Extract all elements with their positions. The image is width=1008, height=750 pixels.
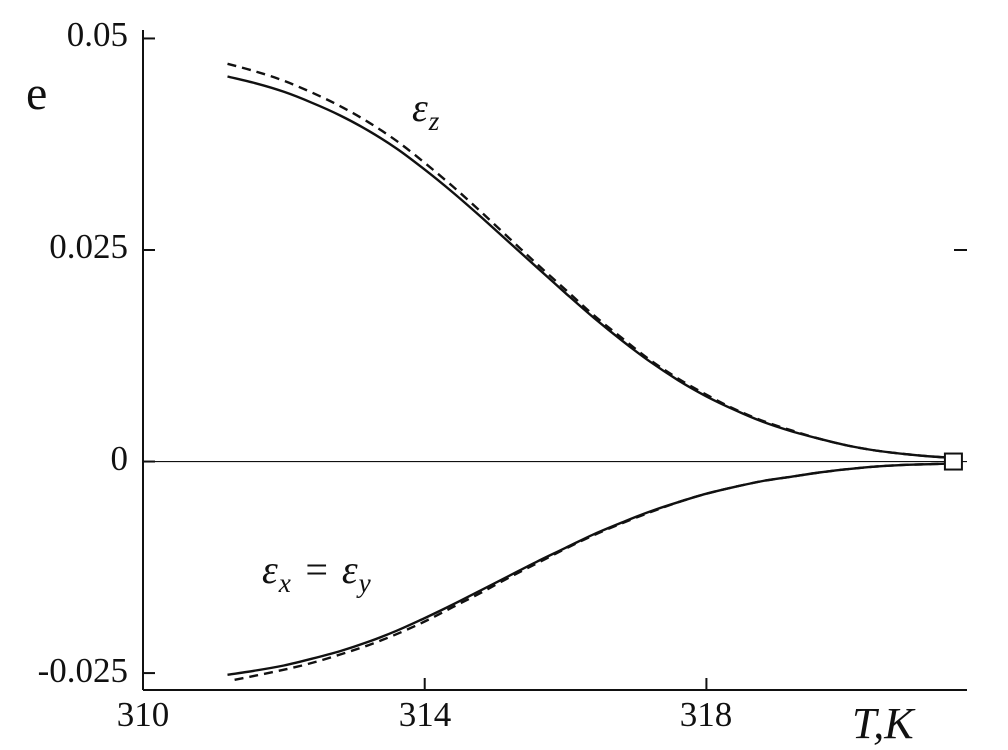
epsilon-x-symbol: ε <box>262 547 279 592</box>
label-epsilon-x-equals-epsilon-y: εx = εy <box>262 546 372 599</box>
epsilon-y-subscript: y <box>358 568 372 598</box>
curve-epsilon-z-dashed <box>227 62 961 460</box>
equals-sign: = <box>291 547 342 592</box>
y-tick-label-0: 0 <box>110 439 129 478</box>
x-tick-label-314: 314 <box>398 695 452 734</box>
x-tick-label-318: 318 <box>679 695 733 734</box>
x-axis-title: T,K <box>852 699 914 748</box>
epsilon-x-subscript: x <box>278 568 292 598</box>
curve-end-marker <box>943 452 963 471</box>
curve-epsilon-x-solid <box>227 462 961 676</box>
epsilon-y-symbol: ε <box>341 547 359 592</box>
y-tick-label-0.025: 0.025 <box>49 227 128 266</box>
y-tick-label-0.05: 0.05 <box>66 15 128 54</box>
epsilon-z-symbol: ε <box>412 85 429 130</box>
epsilon-z-subscript: z <box>428 106 441 136</box>
y-axis-title: e <box>26 67 48 120</box>
label-epsilon-z: εz <box>412 84 440 137</box>
y-tick-label--0.025: -0.025 <box>37 651 128 690</box>
x-tick-label-310: 310 <box>116 695 170 734</box>
curve-epsilon-z-solid <box>227 75 961 460</box>
